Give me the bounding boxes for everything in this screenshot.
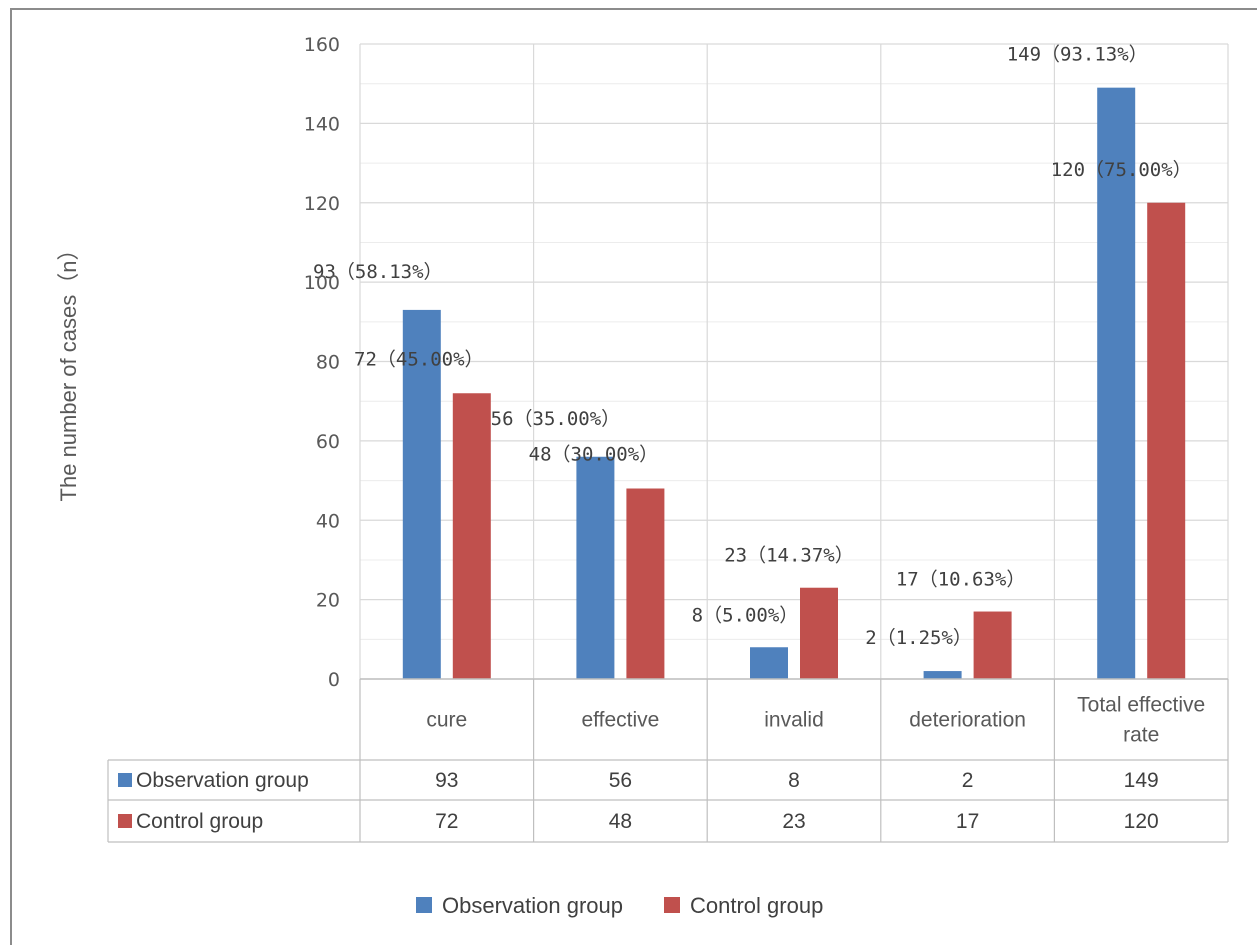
- legend-label: Control group: [690, 893, 823, 918]
- data-label: 149（93.13%）: [1007, 44, 1148, 66]
- data-label: 8（5.00%）: [692, 604, 799, 626]
- data-label: 23（14.37%）: [724, 545, 854, 567]
- table-cell: 17: [956, 810, 979, 833]
- bars-layer: [402, 87, 1186, 679]
- axis-layer: 0 20 40 60 80 100 120 140 160: [304, 34, 1228, 691]
- legend-swatch: [416, 897, 432, 913]
- grid-layer: [359, 43, 1229, 680]
- y-tick-label: 120: [304, 193, 340, 215]
- chart-frame: [10, 8, 1257, 945]
- legend: Observation group Control group: [416, 893, 823, 918]
- data-label: 72（45.00%）: [354, 348, 484, 370]
- table-cell: 8: [788, 769, 800, 792]
- table-series-key: [118, 773, 132, 787]
- y-tick-label: 100: [304, 272, 340, 294]
- category-label: deterioration: [909, 709, 1026, 732]
- bar: [1147, 202, 1186, 679]
- table-series-name: Observation group: [136, 769, 309, 792]
- category-label: effective: [581, 709, 659, 732]
- bar: [576, 456, 615, 679]
- bar: [452, 393, 491, 679]
- data-label: 93（58.13%）: [313, 261, 443, 283]
- data-label: 56（35.00%）: [491, 408, 621, 430]
- table-cell: 72: [435, 810, 458, 833]
- table-cell: 93: [435, 769, 458, 792]
- category-label: cure: [426, 709, 467, 732]
- y-tick-label: 40: [316, 510, 340, 532]
- table-series-key: [118, 814, 132, 828]
- y-tick-label: 160: [304, 34, 340, 56]
- data-label: 48（30.00%）: [529, 444, 659, 466]
- table-cell: 56: [609, 769, 632, 792]
- y-tick-label: 140: [304, 113, 340, 135]
- table-series-name: Control group: [136, 810, 263, 833]
- legend-swatch: [664, 897, 680, 913]
- bar: [973, 611, 1012, 679]
- data-table: cure effective invalid deterioration Total e…: [107, 679, 1229, 843]
- y-tick-label: 80: [316, 352, 340, 374]
- table-cell: 48: [609, 810, 632, 833]
- legend-label: Observation group: [442, 893, 623, 918]
- y-tick-label: 60: [316, 431, 340, 453]
- bar: [800, 587, 838, 679]
- table-cell: 120: [1124, 810, 1159, 833]
- y-tick-label: 20: [316, 590, 340, 612]
- y-tick-label: 0: [328, 669, 340, 691]
- category-label: invalid: [764, 709, 824, 732]
- table-cell: 149: [1124, 769, 1159, 792]
- bar: [923, 671, 962, 679]
- bar: [402, 309, 441, 679]
- y-axis-title: The number of cases（n）: [56, 239, 81, 502]
- bar: [626, 488, 665, 679]
- data-labels-layer: 93（58.13%） 56（35.00%） 8（5.00%） 2（1.25%） 149（…: [313, 44, 1192, 649]
- category-label: rate: [1123, 724, 1159, 747]
- bar: [1097, 87, 1136, 679]
- table-cell: 23: [782, 810, 805, 833]
- bar: [750, 647, 788, 679]
- data-label: 120（75.00%）: [1051, 159, 1192, 181]
- data-label: 17（10.63%）: [896, 569, 1026, 591]
- table-cell: 2: [962, 769, 974, 792]
- category-label: Total effective: [1077, 694, 1205, 717]
- data-label: 2（1.25%）: [865, 627, 972, 649]
